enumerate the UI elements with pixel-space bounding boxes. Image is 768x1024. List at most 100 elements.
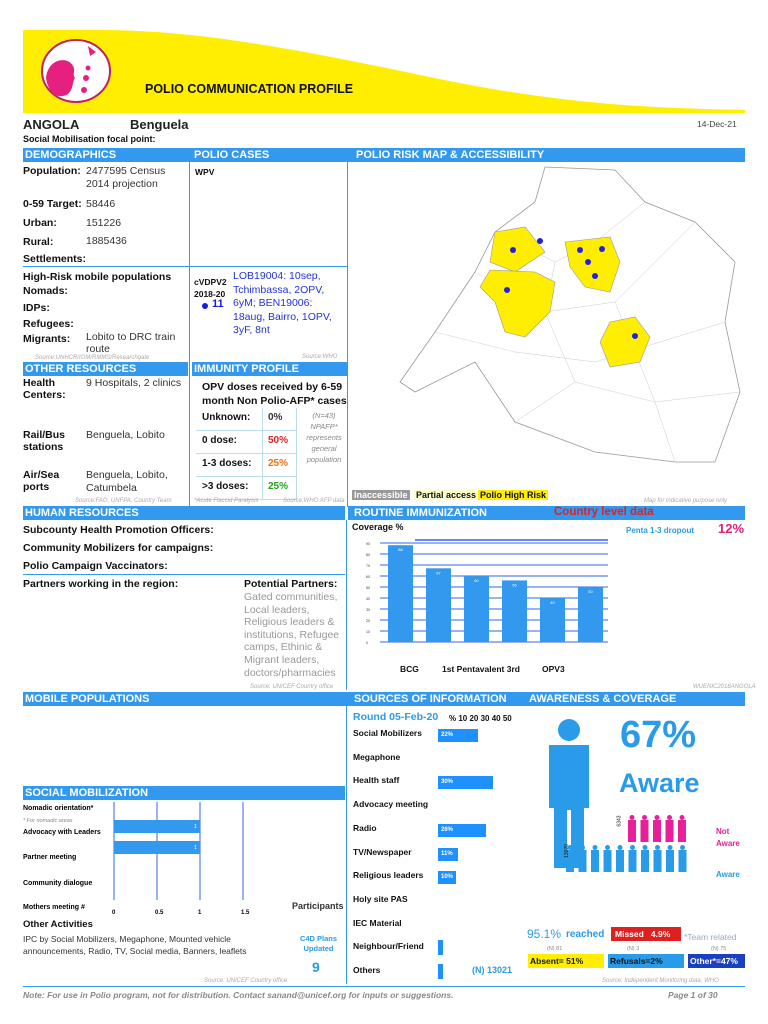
not-aware-count: 6343 <box>616 815 623 827</box>
not-aware-person-icon <box>640 820 649 842</box>
source-label: Religious leaders <box>353 870 424 881</box>
not-aware-label: Not Aware <box>716 827 740 848</box>
c4d-label: C4D Plans Updated <box>299 934 338 953</box>
x-tick-label: 0 <box>112 910 116 916</box>
country-name: ANGOLA <box>23 117 80 132</box>
officers-label: Subcounty Health Promotion Officers: <box>23 524 214 536</box>
aware-person-icon <box>617 845 623 850</box>
source-bar: 30% <box>438 776 493 790</box>
source-label: Neighbour/Friend <box>353 941 424 952</box>
awareness-source: Source: Independent Monitoring data, WHO <box>602 978 719 984</box>
x-tick-label: 0.5 <box>155 910 164 916</box>
y-tick-label: 30 <box>366 608 370 612</box>
source-bar: 26% <box>438 823 486 837</box>
immunity-title: OPV doses received by 6-59 month Non Pol… <box>202 381 347 407</box>
aware-person-icon <box>680 845 685 850</box>
round-label: Round 05-Feb-20 <box>353 711 439 723</box>
section-polio-cases: POLIO CASES <box>194 149 270 161</box>
section-routine: ROUTINE IMMUNIZATION <box>348 506 745 520</box>
rural-label: Rural: <box>23 236 54 248</box>
nomads-label: Nomads: <box>23 285 68 297</box>
activity-value: 1 <box>194 845 197 851</box>
y-tick-label: 60 <box>366 575 370 579</box>
coverage-bar <box>388 545 413 642</box>
aware-person-icon <box>628 850 637 872</box>
section-bar-row4 <box>23 692 745 706</box>
not-aware-person-icon <box>653 820 661 842</box>
health-centers-value: 9 Hospitals, 2 clinics <box>86 377 182 389</box>
refusals-badge: Refusals=2% <box>608 954 684 968</box>
aware-person-icon <box>578 850 587 872</box>
col-divider <box>262 408 263 500</box>
migrants-label: Migrants: <box>23 333 71 345</box>
air-label: Air/Sea ports <box>23 469 60 493</box>
page-number: Page 1 of 30 <box>668 990 718 1000</box>
map-note: Map for indicative purpose only <box>644 498 728 504</box>
report-date: 14-Dec-21 <box>697 119 737 129</box>
dropout-label: Penta 1-3 dropout <box>626 526 695 535</box>
source-label: IEC Material <box>353 917 402 928</box>
legend-partial: Partial access <box>414 490 479 500</box>
aware-person-icon <box>653 850 662 872</box>
health-centers-label: Health Centers: <box>23 377 66 401</box>
source-label: Health staff <box>353 775 400 786</box>
section-mobile: MOBILE POPULATIONS <box>25 693 150 705</box>
aware-person-icon <box>655 845 660 850</box>
coverage-bar <box>464 576 489 642</box>
high-risk-label: High-Risk mobile populations <box>23 271 172 283</box>
not-aware-person-icon <box>654 815 660 820</box>
aware-person-icon <box>567 845 573 850</box>
aware-person-icon <box>591 850 599 872</box>
activity-label: Community dialogue <box>23 880 92 887</box>
cvdpv-count: 11 <box>212 298 224 310</box>
migrants-value: Lobito to DRC train route <box>86 331 176 355</box>
partners-label: Partners working in the region: <box>23 578 179 590</box>
aware-label: Aware <box>716 870 740 879</box>
dropout-value: 12% <box>718 521 745 536</box>
y-tick-label: 40 <box>366 597 370 601</box>
people-icons <box>566 815 687 872</box>
section-sources: SOURCES OF INFORMATION <box>354 693 507 705</box>
other-activities-value: IPC by Social Mobilizers, Megaphone, Mou… <box>23 934 247 956</box>
bar-value-label: 40 <box>550 600 555 605</box>
country-level-label: Country level data <box>554 506 654 518</box>
high-risk-region <box>489 226 546 273</box>
source-bar <box>438 964 443 979</box>
dose-value: 25% <box>268 458 289 469</box>
cvdpv-label: cVDPV2 <box>194 277 227 287</box>
row-divider <box>196 476 296 477</box>
activity-value: 1 <box>194 824 197 830</box>
reached-percent: 95.1% <box>527 927 562 941</box>
legend-high-risk: Polio High Risk <box>478 490 549 500</box>
activity-label: Mothers meeting # <box>23 904 85 911</box>
y-tick-label: 90 <box>366 542 370 546</box>
source-bar: 22% <box>438 729 479 742</box>
section-other-resources: OTHER RESOURCES <box>23 362 188 376</box>
rail-label: Rail/Bus stations <box>23 429 66 453</box>
section-bar-top <box>23 148 745 162</box>
mobilizers-label: Community Mobilizers for campaigns: <box>23 542 214 554</box>
bar-value-label: 67 <box>436 570 441 575</box>
polio-logo-icon <box>41 39 111 103</box>
idps-label: IDPs: <box>23 302 50 314</box>
x-category-label: OPV3 <box>542 664 565 674</box>
sm-source: Source: UNICEF Country office <box>204 978 288 984</box>
y-tick-label: 50 <box>366 586 370 590</box>
not-aware-person-icon <box>642 815 647 820</box>
row-divider <box>196 430 296 431</box>
x-tick-label: 1 <box>198 910 202 916</box>
source-label: Advocacy meeting <box>353 799 429 810</box>
not-aware-person-icon <box>629 815 635 820</box>
team-note: *Team related <box>684 932 737 942</box>
routine-coverage-chart: 0 10 20 30 40 50 60 70 80 90 88 67 60 56 40 50 BCG 1st Pe… <box>366 539 608 674</box>
section-social-mob: SOCIAL MOBILIZATION <box>23 786 345 800</box>
coverage-bar <box>502 580 527 642</box>
bar-value-label: 60 <box>474 578 479 583</box>
bar-value-label: 56 <box>512 582 517 587</box>
footer-note: Note: For use in Polio program, not for … <box>23 990 454 1000</box>
demographics-source: Source:UNHCR/IOM/RMMS/Researchgate <box>35 355 150 361</box>
target-label: 0-59 Target: <box>23 198 82 210</box>
column-divider <box>346 520 347 690</box>
case-dot-icon <box>202 303 208 309</box>
dose-label: 0 dose: <box>202 435 238 446</box>
